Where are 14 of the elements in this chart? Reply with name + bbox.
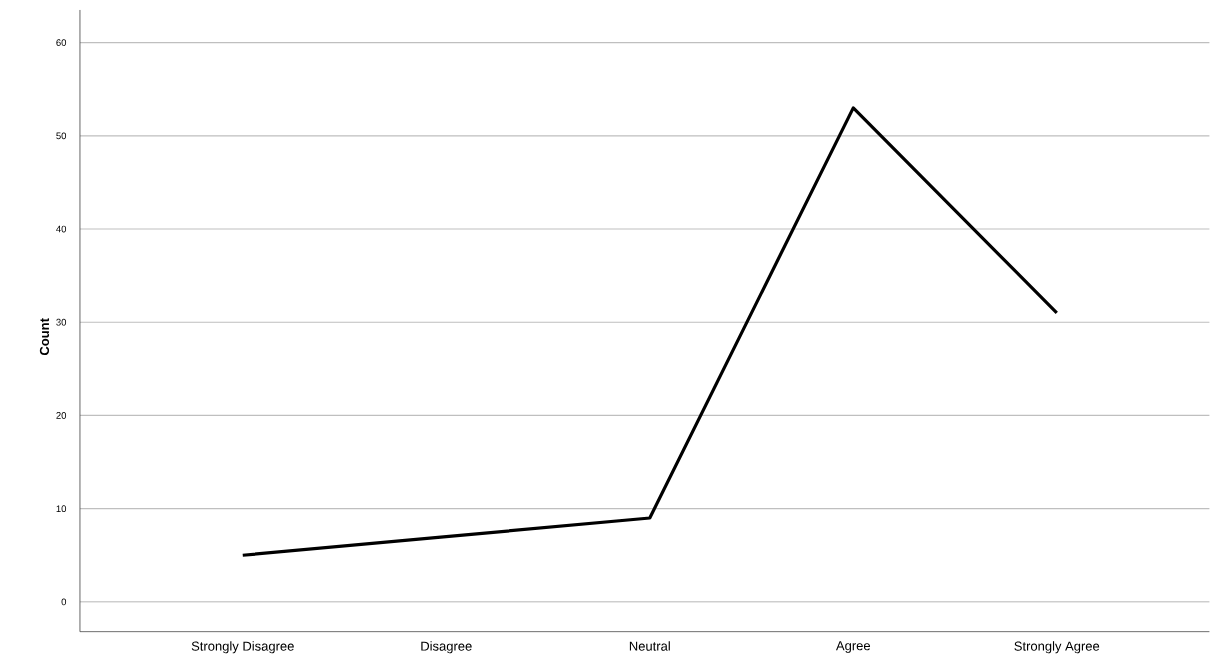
y-axis-title: Count — [39, 318, 50, 356]
line-series — [241, 106, 1059, 558]
y-tick-label: 10 — [56, 505, 67, 513]
y-tick-label: 40 — [56, 225, 67, 233]
y-tick-label: 0 — [61, 598, 67, 606]
y-tick-label: 50 — [56, 132, 67, 140]
x-tick-label: Neutral — [629, 641, 670, 651]
y-tick-label: 30 — [56, 319, 67, 326]
x-tick-label: Disagree — [421, 641, 472, 654]
x-tick-label: Agree — [835, 641, 871, 653]
y-tick-label: 20 — [56, 412, 67, 419]
x-tick-label: Strongly Agree — [1014, 641, 1100, 654]
y-tick-label: 60 — [56, 39, 67, 47]
x-tick-label: Strongly Disagree — [191, 641, 294, 654]
